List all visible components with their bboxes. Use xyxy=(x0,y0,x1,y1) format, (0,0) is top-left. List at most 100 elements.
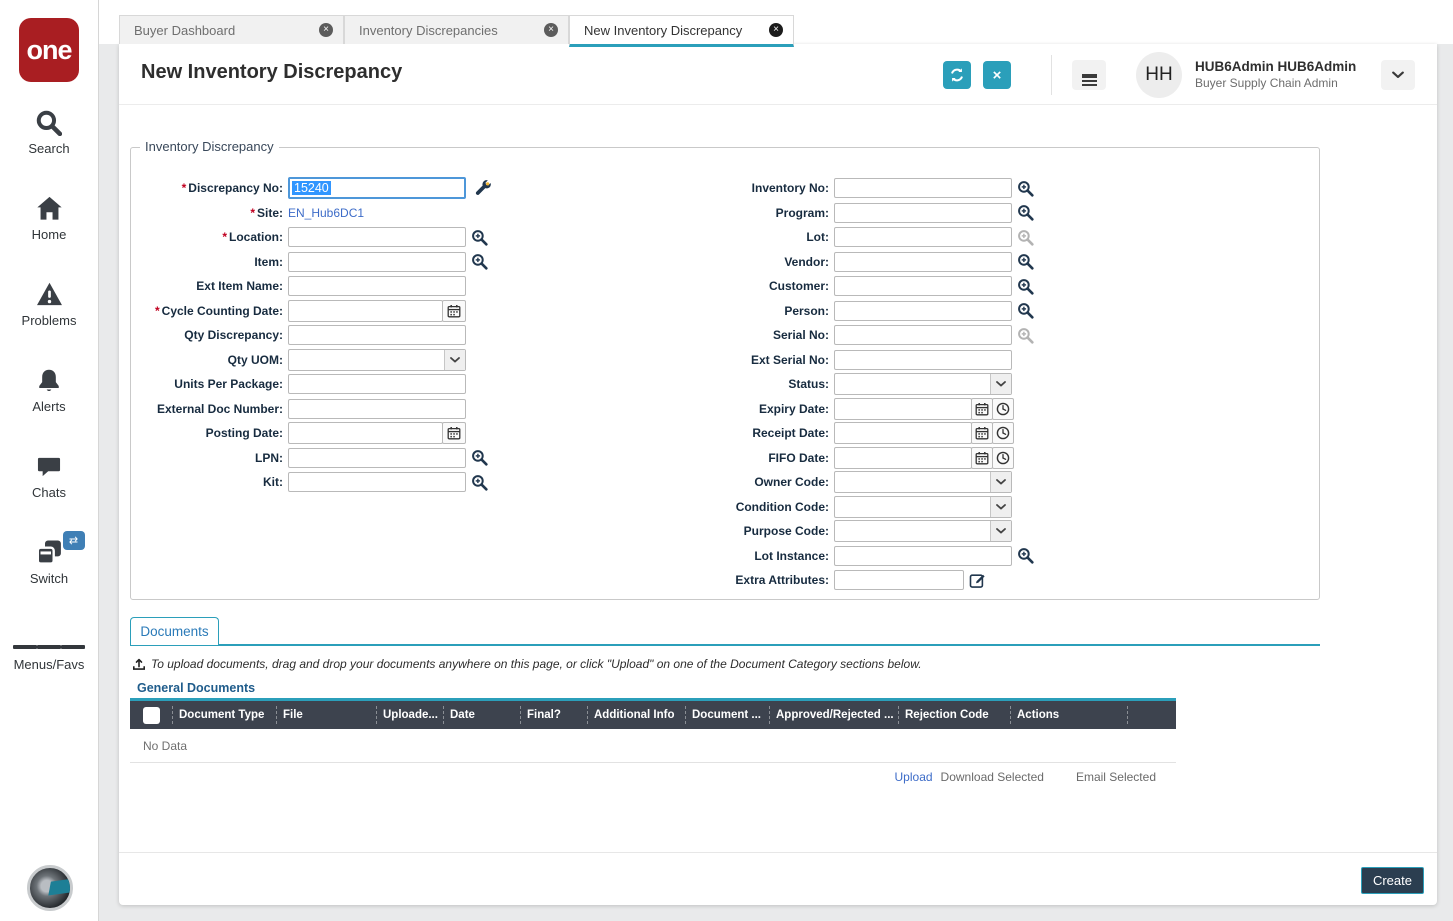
external-doc-number-input[interactable] xyxy=(288,398,466,419)
cycle-counting-date-input[interactable] xyxy=(288,299,443,322)
column-header[interactable]: Final? xyxy=(520,706,587,724)
inventory-no-input[interactable] xyxy=(834,178,1012,199)
sidebar-item-label: Chats xyxy=(32,485,66,500)
tab-label: New Inventory Discrepancy xyxy=(584,22,743,38)
clock-icon[interactable] xyxy=(992,446,1014,469)
kit-input[interactable] xyxy=(288,472,466,493)
person-input[interactable] xyxy=(834,300,1012,321)
upload-link[interactable]: Upload xyxy=(894,770,933,784)
posting-date-input[interactable] xyxy=(288,422,443,445)
column-header[interactable]: Rejection Code xyxy=(898,706,1010,724)
create-button[interactable]: Create xyxy=(1360,867,1424,894)
calendar-icon[interactable] xyxy=(442,299,466,322)
zoom-icon[interactable] xyxy=(1017,253,1034,270)
serial-no-input[interactable] xyxy=(834,325,1012,346)
close-icon[interactable]: × xyxy=(544,23,558,37)
item-input[interactable] xyxy=(288,251,466,272)
status-select[interactable] xyxy=(834,373,1012,396)
edit-icon[interactable] xyxy=(969,572,986,589)
column-header[interactable]: File xyxy=(276,706,376,724)
lot-instance-input[interactable] xyxy=(834,545,1012,566)
page-menu-button[interactable] xyxy=(1072,60,1106,90)
swap-icon[interactable]: ⇄ xyxy=(62,531,85,550)
sidebar-item-problems[interactable]: Problems xyxy=(0,280,98,328)
zoom-icon[interactable] xyxy=(471,449,488,466)
calendar-icon[interactable] xyxy=(971,446,993,469)
lpn-input[interactable] xyxy=(288,447,466,468)
calendar-icon[interactable] xyxy=(442,422,466,445)
location-input[interactable] xyxy=(288,227,466,248)
tab-buyer-dashboard[interactable]: Buyer Dashboard × xyxy=(119,15,344,44)
one-network-logo[interactable]: one xyxy=(19,18,79,82)
clock-icon[interactable] xyxy=(992,397,1014,420)
condition-code-select[interactable] xyxy=(834,495,1012,518)
clock-icon[interactable] xyxy=(992,422,1014,445)
receipt-date-input[interactable] xyxy=(834,422,972,445)
qty-discrepancy-input[interactable] xyxy=(288,325,466,346)
column-header[interactable]: Actions xyxy=(1010,706,1127,724)
column-header[interactable]: Uploade... xyxy=(376,706,443,724)
tab-new-inventory-discrepancy[interactable]: New Inventory Discrepancy × xyxy=(569,15,794,47)
close-page-button[interactable]: × xyxy=(983,61,1011,89)
customer-input[interactable] xyxy=(834,276,1012,297)
form-row-vendor: Vendor: xyxy=(691,250,1171,275)
expiry-date-input[interactable] xyxy=(834,397,972,420)
sidebar-item-chats[interactable]: Chats xyxy=(0,452,98,500)
chevron-down-icon xyxy=(990,521,1011,542)
zoom-icon[interactable] xyxy=(471,229,488,246)
calendar-icon[interactable] xyxy=(971,397,993,420)
select-all-checkbox[interactable] xyxy=(142,706,160,724)
field-label: Qty Discrepancy: xyxy=(184,328,283,343)
email-selected-link[interactable]: Email Selected xyxy=(1075,770,1156,784)
sidebar-item-alerts[interactable]: Alerts xyxy=(0,366,98,414)
avatar[interactable]: HH xyxy=(1136,52,1182,98)
qty-uom-select[interactable] xyxy=(288,348,466,371)
site-link[interactable]: EN_Hub6DC1 xyxy=(288,205,365,220)
discrepancy-no-input[interactable]: 15240 xyxy=(288,177,466,200)
sidebar-item-menus-favs[interactable]: Menus/Favs xyxy=(0,624,98,672)
close-icon[interactable]: × xyxy=(319,23,333,37)
documents-empty-row: No Data xyxy=(130,729,1176,763)
tab-documents[interactable]: Documents xyxy=(130,617,219,645)
zoom-icon[interactable] xyxy=(1017,278,1034,295)
zoom-icon[interactable] xyxy=(1017,547,1034,564)
sidebar-item-switch[interactable]: ⇄ Switch xyxy=(0,531,98,586)
column-header[interactable]: Document Type xyxy=(172,706,276,724)
extra-attributes-input[interactable] xyxy=(834,570,964,591)
wrench-icon[interactable] xyxy=(475,180,492,197)
lot-input[interactable] xyxy=(834,227,1012,248)
neo-assistant-icon[interactable] xyxy=(27,865,73,911)
close-icon[interactable]: × xyxy=(769,23,783,37)
form-row-qty-uom: Qty UOM: xyxy=(145,348,565,373)
zoom-icon[interactable] xyxy=(1017,180,1034,197)
chevron-down-icon xyxy=(990,496,1011,517)
column-header[interactable]: Document ... xyxy=(685,706,769,724)
tab-inventory-discrepancies[interactable]: Inventory Discrepancies × xyxy=(344,15,569,44)
ext-serial-no-input[interactable] xyxy=(834,349,1012,370)
program-input[interactable] xyxy=(834,202,1012,223)
purpose-code-select[interactable] xyxy=(834,520,1012,543)
sidebar-item-label: Problems xyxy=(21,313,77,328)
zoom-icon[interactable] xyxy=(471,474,488,491)
refresh-button[interactable] xyxy=(943,61,971,89)
sidebar-item-search[interactable]: Search xyxy=(0,108,98,156)
sidebar-item-home[interactable]: Home xyxy=(0,194,98,242)
calendar-icon[interactable] xyxy=(971,422,993,445)
form-row-lot: Lot: xyxy=(691,225,1171,250)
logo-text: one xyxy=(26,34,72,65)
units-per-package-input[interactable] xyxy=(288,374,466,395)
user-menu-button[interactable] xyxy=(1381,60,1415,90)
column-header[interactable]: Additional Info xyxy=(587,706,685,724)
download-selected-link[interactable]: Download Selected xyxy=(940,770,1044,784)
column-header[interactable]: Approved/Rejected ... xyxy=(769,706,898,724)
owner-code-select[interactable] xyxy=(834,471,1012,494)
column-header[interactable]: Date xyxy=(443,706,520,724)
fifo-date-input[interactable] xyxy=(834,446,972,469)
vendor-input[interactable] xyxy=(834,251,1012,272)
zoom-icon[interactable] xyxy=(1017,204,1034,221)
documents-table-header: Document Type File Uploade... Date Final… xyxy=(130,698,1176,729)
chevron-down-icon xyxy=(990,472,1011,493)
zoom-icon[interactable] xyxy=(1017,302,1034,319)
zoom-icon[interactable] xyxy=(471,253,488,270)
ext-item-name-input[interactable] xyxy=(288,276,466,297)
